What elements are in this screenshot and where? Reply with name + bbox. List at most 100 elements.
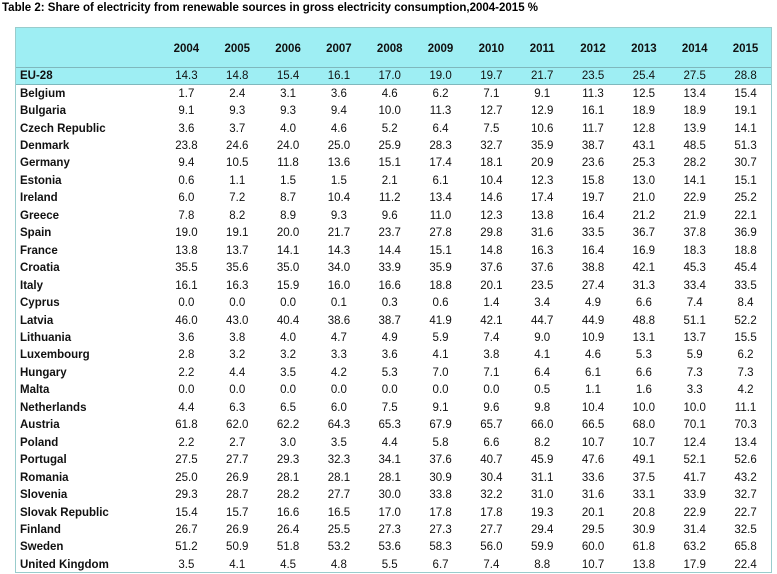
table-cell: 35.5 [175,262,198,275]
table-cell: 44.7 [531,314,554,327]
table-cell: 10.0 [378,105,401,118]
table-cell: 14.1 [683,174,706,187]
column-header-2013: 2013 [618,28,670,68]
table-cell: 32.7 [480,140,503,153]
table-cell: 5.9 [432,332,449,345]
table-cell: 14.1 [276,244,300,257]
table-cell: 11.1 [734,401,757,414]
table-cell: 14.1 [734,122,757,135]
table-cell: 6.0 [178,192,195,205]
table-cell: 14.3 [161,66,212,86]
table-cell: 36.9 [734,227,757,240]
table-cell: 0.0 [229,297,246,310]
table-cell: 19.7 [581,192,605,205]
table-cell: 33.9 [378,262,401,275]
table-cell: 0.6 [178,174,195,187]
table-cell: 2.2 [178,436,195,449]
table-cell: 11.8 [277,157,299,170]
table-cell: 4.6 [330,122,347,135]
table-cell: 23.6 [581,157,605,170]
table-cell: 19.0 [175,227,198,240]
table-cell: 38.7 [378,314,401,327]
table-cell: 22.1 [734,209,757,222]
row-label: Finland [20,524,61,536]
table-cell: 43.2 [734,471,757,484]
table-cell: 12.7 [480,105,503,118]
table-cell: 0.0 [432,384,449,397]
table-cell: 18.8 [734,244,757,257]
table-cell: 15.1 [429,244,452,257]
table-cell: 5.3 [635,349,652,362]
table-cell: 3.3 [686,384,703,397]
table-cell: 3.7 [229,122,246,135]
table-cell: 13.1 [632,332,656,345]
table-cell: 9.6 [381,209,398,222]
table-cell: 17.4 [531,192,554,205]
table-cell: 62.2 [276,419,300,432]
table-cell: 29.5 [581,524,605,536]
table-cell: 9.4 [330,105,347,118]
table-cell: 59.9 [531,541,554,554]
table-cell: 4.2 [330,366,347,379]
row-label: Estonia [20,174,62,187]
column-header-2014: 2014 [669,28,721,68]
table-cell: 26.4 [276,524,300,536]
table-cell: 7.0 [432,366,449,379]
table-cell: 66.0 [531,419,554,432]
table-cell: 52.1 [683,454,706,467]
table-cell: 16.4 [581,209,605,222]
table-cell: 12.4 [683,436,706,449]
row-label: Romania [20,471,69,484]
table-cell: 15.1 [734,174,757,187]
table-cell: 70.3 [734,419,757,432]
table-cell: 43.0 [226,314,249,327]
row-label: Bulgaria [20,105,67,118]
table-row: Slovak Republic 15.4 15.7 16.6 16.5 17.0 17.8 1… [16,504,771,521]
table-cell: 24.6 [226,140,249,153]
table-cell: 0.3 [381,297,398,310]
table-cell: 45.4 [734,262,757,275]
table-cell: 33.4 [683,279,706,292]
table-container: 2004 2005 2006 2007 2008 2009 2010 2011 2012 2013… [15,27,772,573]
table-cell: 60.0 [581,541,605,554]
table-cell: 32.5 [734,524,757,536]
table-cell: 24.0 [276,140,300,153]
table-cell: 65.7 [480,419,503,432]
table-cell: 16.3 [531,244,554,257]
row-label: Poland [20,436,59,449]
table-cell: 21.7 [516,66,568,86]
table-row: EU-28 14.3 14.8 15.4 16.1 17.0 19.0 19.7 21.7 23.… [16,66,771,86]
table-row: Sweden 51.2 50.9 51.8 53.2 53.6 58.3 56.0 59.9 60… [16,539,771,556]
table-cell: 0.0 [229,384,246,397]
column-header-2011: 2011 [516,28,568,68]
table-cell: 9.3 [280,105,297,118]
table-cell: 34.1 [378,454,401,467]
table-cell: 25.0 [175,471,198,484]
table-cell: 1.7 [178,87,195,100]
table-cell: 15.1 [378,157,401,170]
table-cell: 43.1 [632,140,656,153]
table-cell: 8.8 [534,558,551,571]
table-cell: 11.7 [582,122,604,135]
row-label: Belgium [20,87,66,100]
table-cell: 40.7 [480,454,503,467]
table-cell: 27.7 [226,454,249,467]
table-cell: 52.6 [734,454,757,467]
row-label: Spain [20,227,52,240]
table-cell: 5.5 [381,558,398,571]
table-cell: 51.8 [276,541,300,554]
row-label: Latvia [20,314,54,327]
table-row: Cyprus 0.0 0.0 0.0 0.1 0.3 0.6 1.4 3.4 4.9 6.6 7.4 8… [16,294,771,311]
table-cell: 14.3 [327,244,351,257]
row-label: United Kingdom [20,558,109,571]
table-cell: 45.3 [683,262,706,275]
table-cell: 27.7 [327,489,351,502]
table-row: Croatia 35.5 35.6 35.0 34.0 33.9 35.9 37.6 37.6 3… [16,259,771,276]
table-cell: 3.6 [178,332,195,345]
table-cell: 8.4 [737,297,754,310]
table-cell: 29.4 [531,524,554,536]
column-header-2007: 2007 [313,28,365,68]
table-cell: 1.6 [635,384,652,397]
table-cell: 16.6 [276,506,300,519]
